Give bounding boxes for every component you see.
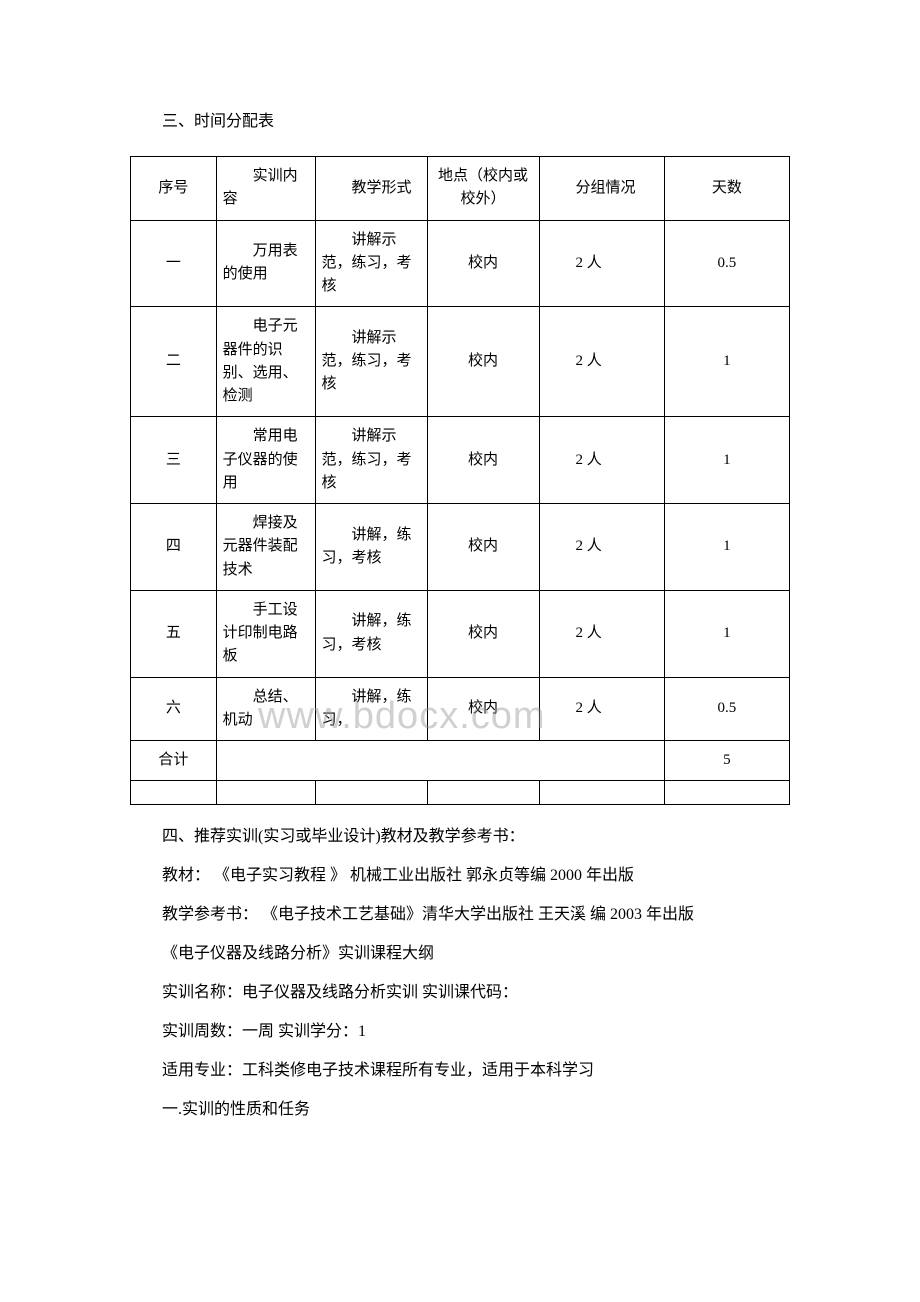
cell-content: 万用表的使用 [216,220,315,307]
cell-content: 手工设计印制电路板 [216,590,315,677]
empty-cell [427,781,539,805]
table-row: 一 万用表的使用 讲解示范，练习，考核 校内 2 人 0.5 [131,220,790,307]
cell-num: 五 [131,590,217,677]
cell-group: 2 人 [539,220,664,307]
cell-group: 2 人 [539,677,664,741]
paragraph-course-outline-title: 《电子仪器及线路分析》实训课程大纲 [130,942,790,966]
table-row: 二 电子元器件的识别、选用、检测 讲解示范，练习，考核 校内 2 人 1 [131,307,790,417]
empty-cell [315,781,427,805]
table-row: 六 总结、机动 讲解，练习， 校内 2 人 0.5 [131,677,790,741]
cell-days: 1 [664,307,789,417]
header-group: 分组情况 [539,157,664,221]
table-empty-row [131,781,790,805]
paragraph-textbook: 教材： 《电子实习教程 》 机械工业出版社 郭永贞等编 2000 年出版 [130,864,790,888]
section-heading: 三、时间分配表 [130,110,790,134]
table-row: 三 常用电子仪器的使用 讲解示范，练习，考核 校内 2 人 1 [131,417,790,504]
cell-days: 1 [664,417,789,504]
cell-days: 0.5 [664,677,789,741]
paragraph-reference-book: 教学参考书： 《电子技术工艺基础》清华大学出版社 王天溪 编 2003 年出版 [130,903,790,927]
cell-form: 讲解，练习，考核 [315,504,427,591]
cell-form: 讲解，练习， [315,677,427,741]
cell-place: 校内 [427,504,539,591]
cell-place: 校内 [427,220,539,307]
total-spacer [216,741,664,781]
cell-form: 讲解示范，练习，考核 [315,417,427,504]
empty-cell [664,781,789,805]
cell-content: 焊接及元器件装配技术 [216,504,315,591]
cell-days: 1 [664,504,789,591]
cell-form: 讲解，练习，考核 [315,590,427,677]
cell-group: 2 人 [539,307,664,417]
empty-cell [216,781,315,805]
header-place: 地点（校内或校外） [427,157,539,221]
paragraph-course-name: 实训名称：电子仪器及线路分析实训 实训课代码： [130,981,790,1005]
cell-num: 四 [131,504,217,591]
cell-content: 总结、机动 [216,677,315,741]
cell-place: 校内 [427,307,539,417]
cell-place: 校内 [427,590,539,677]
paragraph-course-weeks: 实训周数：一周 实训学分：1 [130,1020,790,1044]
paragraph-applicable-major: 适用专业：工科类修电子技术课程所有专业，适用于本科学习 [130,1059,790,1083]
cell-place: 校内 [427,677,539,741]
total-label: 合计 [131,741,217,781]
cell-days: 0.5 [664,220,789,307]
cell-group: 2 人 [539,504,664,591]
header-content: 实训内容 [216,157,315,221]
cell-num: 六 [131,677,217,741]
header-form: 教学形式 [315,157,427,221]
cell-form: 讲解示范，练习，考核 [315,307,427,417]
header-num: 序号 [131,157,217,221]
cell-content: 电子元器件的识别、选用、检测 [216,307,315,417]
table-row: 四 焊接及元器件装配技术 讲解，练习，考核 校内 2 人 1 [131,504,790,591]
table-header-row: 序号 实训内容 教学形式 地点（校内或校外） 分组情况 天数 [131,157,790,221]
cell-num: 一 [131,220,217,307]
total-value: 5 [664,741,789,781]
cell-form: 讲解示范，练习，考核 [315,220,427,307]
cell-num: 三 [131,417,217,504]
cell-num: 二 [131,307,217,417]
cell-place: 校内 [427,417,539,504]
paragraph-references-heading: 四、推荐实训(实习或毕业设计)教材及教学参考书： [130,825,790,849]
paragraph-section-one: 一.实训的性质和任务 [130,1098,790,1122]
table-row: 五 手工设计印制电路板 讲解，练习，考核 校内 2 人 1 [131,590,790,677]
empty-cell [131,781,217,805]
table-total-row: 合计 5 [131,741,790,781]
empty-cell [539,781,664,805]
cell-days: 1 [664,590,789,677]
time-allocation-table: 序号 实训内容 教学形式 地点（校内或校外） 分组情况 天数 一 万用表的使用 … [130,156,790,805]
header-days: 天数 [664,157,789,221]
cell-group: 2 人 [539,417,664,504]
cell-content: 常用电子仪器的使用 [216,417,315,504]
cell-group: 2 人 [539,590,664,677]
